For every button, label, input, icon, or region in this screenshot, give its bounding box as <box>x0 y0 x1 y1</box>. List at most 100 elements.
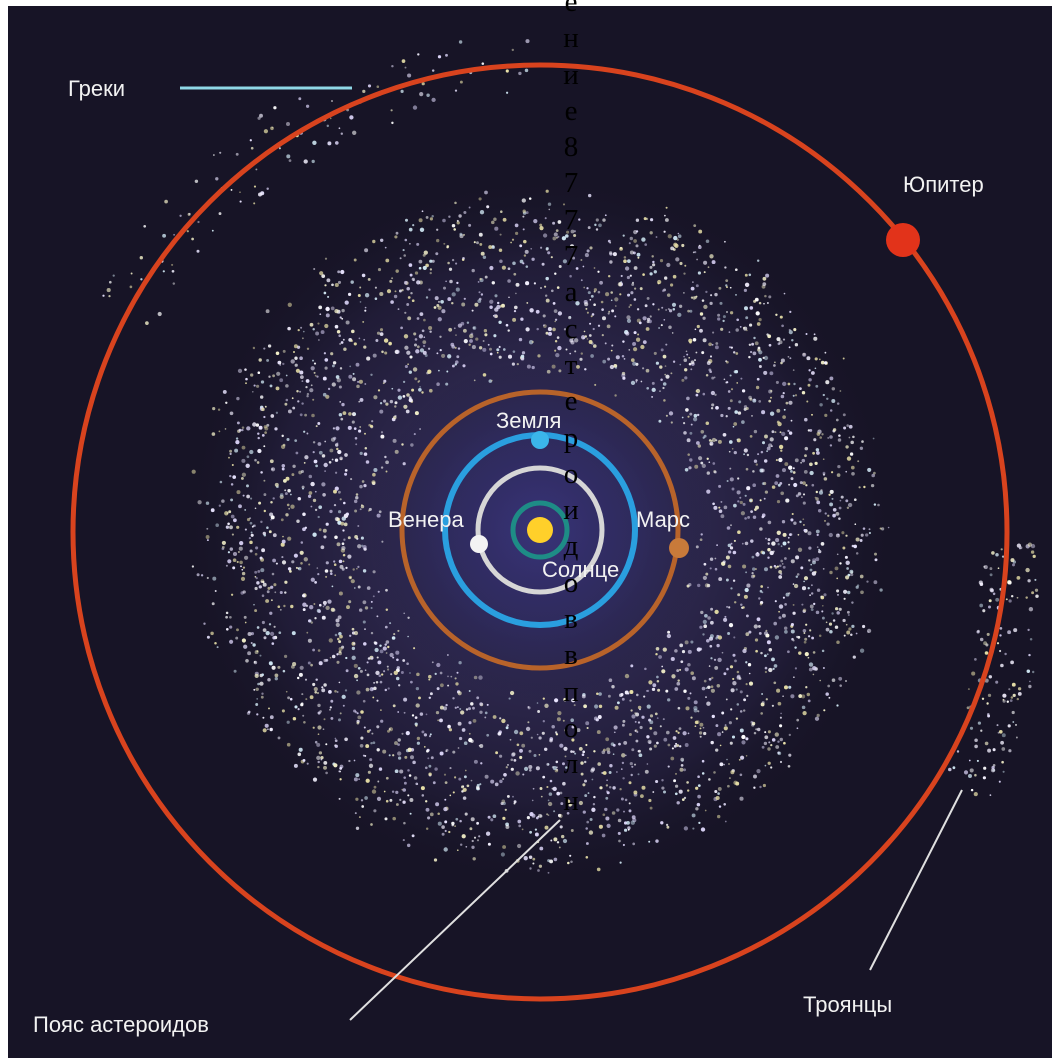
asteroid-dot <box>416 672 420 677</box>
asteroid-dot <box>816 588 821 592</box>
asteroid-dot <box>425 800 428 803</box>
asteroid-dot <box>379 409 384 414</box>
asteroid-dot <box>731 448 734 450</box>
asteroid-dot <box>718 805 722 808</box>
asteroid-dot <box>670 372 673 375</box>
asteroid-dot <box>463 339 468 344</box>
asteroid-dot <box>310 366 315 371</box>
asteroid-dot <box>409 242 411 245</box>
asteroid-dot <box>824 512 827 515</box>
asteroid-dot <box>555 733 559 736</box>
asteroid-dot <box>332 361 337 365</box>
asteroid-dot <box>413 647 416 650</box>
asteroid-dot <box>779 431 782 434</box>
asteroid-dot <box>484 711 488 715</box>
asteroid-dot <box>253 661 256 663</box>
asteroid-dot <box>988 675 993 679</box>
asteroid-dot <box>321 688 326 693</box>
asteroid-dot <box>723 763 725 766</box>
asteroid-dot <box>308 491 313 495</box>
asteroid-dot <box>245 377 248 381</box>
asteroid-dot <box>339 401 342 403</box>
asteroid-dot <box>545 189 549 193</box>
asteroid-dot <box>301 380 304 383</box>
asteroid-dot <box>511 752 516 756</box>
asteroid-dot <box>831 497 834 500</box>
asteroid-dot <box>1025 567 1030 573</box>
asteroid-dot <box>728 346 732 349</box>
asteroid-dot <box>728 450 731 453</box>
asteroid-dot <box>631 714 636 719</box>
asteroid-dot <box>679 261 683 266</box>
asteroid-dot <box>302 594 306 598</box>
asteroid-dot <box>696 647 701 652</box>
asteroid-dot <box>469 333 474 339</box>
asteroid-dot <box>743 288 748 292</box>
asteroid-dot <box>297 496 302 501</box>
asteroid-dot <box>743 453 746 456</box>
asteroid-dot <box>265 630 270 636</box>
asteroid-dot <box>372 472 376 477</box>
asteroid-dot <box>325 522 329 526</box>
asteroid-dot <box>246 455 250 459</box>
asteroid-dot <box>400 89 404 93</box>
asteroid-dot <box>539 846 544 851</box>
asteroid-dot <box>725 555 730 560</box>
asteroid-dot <box>705 572 709 576</box>
asteroid-dot <box>729 741 733 745</box>
asteroid-dot <box>270 501 273 504</box>
asteroid-dot <box>814 716 820 721</box>
asteroid-dot <box>714 557 717 560</box>
asteroid-dot <box>519 259 524 264</box>
asteroid-dot <box>748 395 752 400</box>
asteroid-dot <box>1006 700 1009 703</box>
asteroid-dot <box>425 215 429 219</box>
asteroid-dot <box>1001 555 1005 558</box>
asteroid-dot <box>240 476 244 480</box>
asteroid-dot <box>782 415 786 419</box>
asteroid-dot <box>590 315 593 318</box>
asteroid-dot <box>740 603 743 607</box>
asteroid-dot <box>344 300 349 305</box>
asteroid-dot <box>327 387 331 391</box>
asteroid-dot <box>373 686 377 691</box>
asteroid-dot <box>640 794 644 798</box>
asteroid-dot <box>621 355 625 358</box>
asteroid-dot <box>241 568 244 571</box>
asteroid-dot <box>991 765 995 770</box>
asteroid-dot <box>287 489 291 493</box>
asteroid-dot <box>505 323 509 327</box>
asteroid-dot <box>703 271 706 274</box>
asteroid-dot <box>651 687 656 692</box>
asteroid-dot <box>255 546 259 550</box>
asteroid-dot <box>671 332 674 334</box>
asteroid-dot <box>664 276 668 280</box>
asteroid-dot <box>448 267 453 271</box>
asteroid-dot <box>708 342 712 347</box>
asteroid-dot <box>255 687 259 692</box>
asteroid-dot <box>711 403 715 407</box>
asteroid-dot <box>505 766 508 769</box>
asteroid-dot <box>492 715 497 719</box>
asteroid-dot <box>348 412 352 416</box>
asteroid-dot <box>723 617 728 622</box>
asteroid-dot <box>339 766 343 770</box>
asteroid-dot <box>782 596 785 599</box>
asteroid-dot <box>450 342 455 347</box>
asteroid-dot <box>974 738 978 743</box>
asteroid-dot <box>754 638 759 642</box>
asteroid-dot <box>597 270 600 273</box>
asteroid-dot <box>297 328 300 332</box>
asteroid-dot <box>455 287 460 292</box>
asteroid-dot <box>822 393 825 397</box>
asteroid-dot <box>298 747 303 752</box>
asteroid-dot <box>538 736 542 740</box>
asteroid-dot <box>768 667 773 673</box>
asteroid-dot <box>768 399 772 403</box>
asteroid-dot <box>329 448 334 453</box>
asteroid-dot <box>516 743 520 747</box>
asteroid-dot <box>354 437 358 440</box>
asteroid-dot <box>612 786 616 790</box>
asteroid-dot <box>1004 652 1007 656</box>
asteroid-dot <box>196 249 200 253</box>
